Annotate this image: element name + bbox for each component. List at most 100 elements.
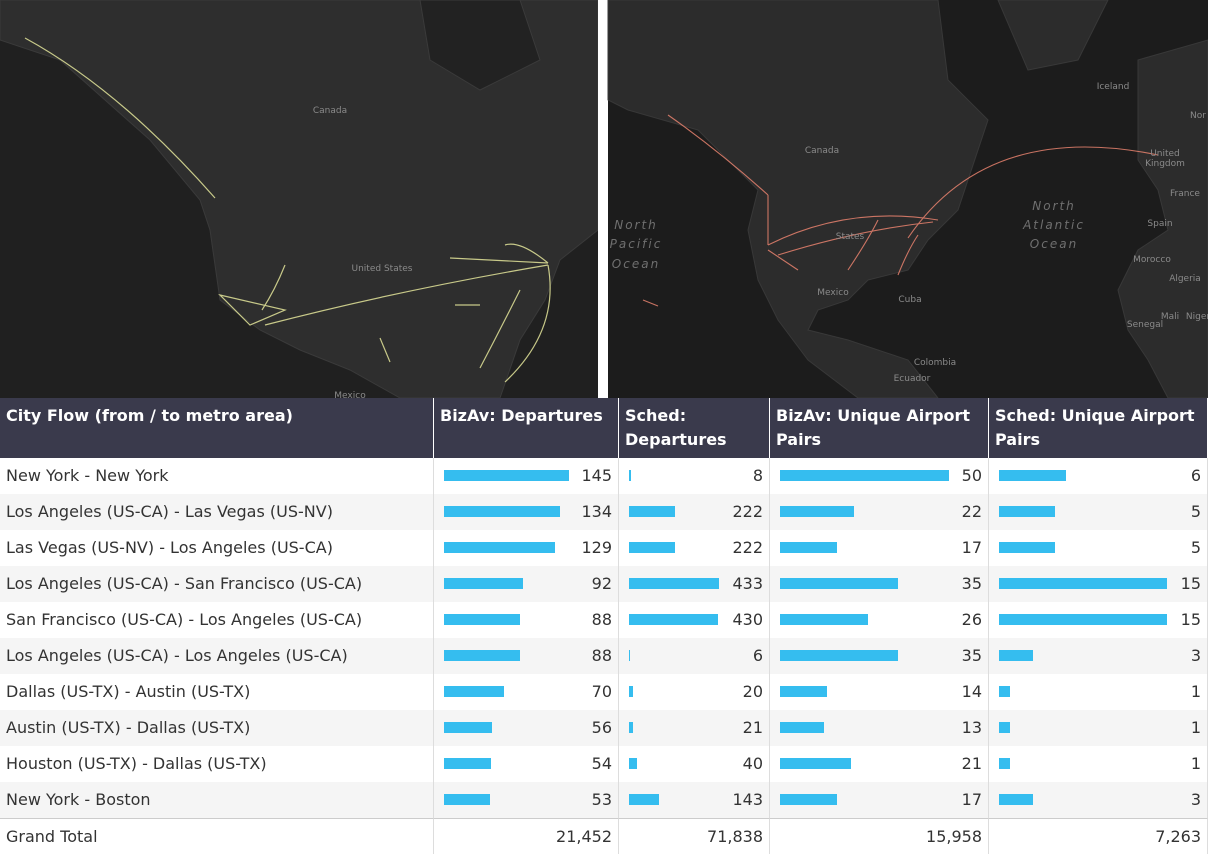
cell-value: 6	[619, 638, 770, 674]
cell-bar	[629, 686, 634, 697]
map-label: Ecuador	[894, 374, 931, 384]
cell-bar	[999, 686, 1011, 697]
map-label: States	[836, 232, 865, 242]
map-divider	[598, 0, 608, 398]
row-label: Las Vegas (US-NV) - Los Angeles (US-CA)	[0, 530, 434, 566]
map-label: United States	[352, 264, 413, 274]
row-label: New York - New York	[0, 458, 434, 494]
cell-bar	[629, 542, 676, 553]
map-label: Cuba	[898, 295, 921, 305]
cell-text: 6	[1190, 466, 1201, 485]
cell-text: 222	[732, 502, 763, 521]
cell-value: 6	[989, 458, 1208, 494]
cell-bar	[629, 650, 631, 661]
cell-bar	[629, 794, 659, 805]
cell-text: 56	[591, 718, 612, 737]
cell-text: 1	[1190, 682, 1201, 701]
row-label: Austin (US-TX) - Dallas (US-TX)	[0, 710, 434, 746]
cell-text: 88	[591, 610, 612, 629]
cell-text: 8	[752, 466, 763, 485]
cell-text: 129	[581, 538, 612, 557]
cell-value: 88	[434, 602, 619, 638]
cell-value: 35	[770, 638, 989, 674]
map-label: North	[1032, 199, 1076, 213]
cell-bar	[999, 794, 1033, 805]
cell-text: 88	[591, 646, 612, 665]
map-label: Mexico	[334, 391, 366, 398]
cell-value: 143	[619, 782, 770, 818]
cell-bar	[780, 614, 868, 625]
cell-value: 21	[619, 710, 770, 746]
cell-value: 1	[989, 674, 1208, 710]
map-label: Algeria	[1169, 274, 1201, 284]
map-label: Colombia	[914, 358, 956, 368]
total-value: 21,452	[434, 818, 619, 854]
cell-bar	[629, 578, 719, 589]
cell-text: Dallas (US-TX) - Austin (US-TX)	[6, 682, 251, 701]
cell-text: 35	[961, 646, 982, 665]
cell-value: 26	[770, 602, 989, 638]
column-header: City Flow (from / to metro area)	[0, 398, 434, 458]
cell-text: 17	[961, 790, 982, 809]
map-left-land	[0, 0, 599, 398]
cell-text: 15	[1180, 610, 1201, 629]
map-label: Mali	[1161, 312, 1179, 322]
cell-text: 1	[1190, 718, 1201, 737]
cell-bar	[629, 470, 631, 481]
map-label: Atlantic	[1022, 218, 1085, 232]
cell-bar	[444, 470, 569, 481]
cell-bar	[780, 578, 899, 589]
cell-text: Las Vegas (US-NV) - Los Angeles (US-CA)	[6, 538, 333, 557]
cell-bar	[780, 470, 949, 481]
cell-text: 35	[961, 574, 982, 593]
cell-bar	[444, 758, 491, 769]
row-label: New York - Boston	[0, 782, 434, 818]
cell-text: 222	[732, 538, 763, 557]
cell-value: 13	[770, 710, 989, 746]
map-label: Canada	[313, 106, 347, 116]
cell-text: 433	[732, 574, 763, 593]
cell-text: 40	[742, 754, 763, 773]
cell-bar	[780, 506, 855, 517]
cell-text: 54	[591, 754, 612, 773]
cell-text: 5	[1190, 502, 1201, 521]
cell-text: Los Angeles (US-CA) - Los Angeles (US-CA…	[6, 646, 348, 665]
cell-value: 433	[619, 566, 770, 602]
map-label: Iceland	[1097, 82, 1130, 92]
cell-bar	[629, 758, 638, 769]
cell-value: 134	[434, 494, 619, 530]
cell-text: 26	[961, 610, 982, 629]
row-label: Dallas (US-TX) - Austin (US-TX)	[0, 674, 434, 710]
row-label: Los Angeles (US-CA) - Los Angeles (US-CA…	[0, 638, 434, 674]
cell-text: 70	[591, 682, 612, 701]
map-label: Nor	[1190, 111, 1206, 121]
cell-text: 92	[591, 574, 612, 593]
cell-text: 21	[742, 718, 763, 737]
total-value: 7,263	[989, 818, 1208, 854]
cell-bar	[444, 722, 493, 733]
cell-bar	[444, 794, 490, 805]
cell-bar	[999, 758, 1011, 769]
cell-text: 14	[961, 682, 982, 701]
cell-value: 5	[989, 494, 1208, 530]
cell-value: 15	[989, 566, 1208, 602]
cell-bar	[780, 542, 838, 553]
column-header: BizAv: Departures	[434, 398, 619, 458]
row-label: Los Angeles (US-CA) - Las Vegas (US-NV)	[0, 494, 434, 530]
cell-text: 17	[961, 538, 982, 557]
map-label: Kingdom	[1145, 159, 1185, 169]
total-label: Grand Total	[0, 818, 434, 854]
cell-text: 21	[961, 754, 982, 773]
cell-value: 3	[989, 782, 1208, 818]
column-header: Sched: Departures	[619, 398, 770, 458]
cell-value: 8	[619, 458, 770, 494]
map-label: United	[1150, 149, 1180, 159]
cell-bar	[999, 650, 1033, 661]
cell-bar	[444, 542, 556, 553]
cell-value: 22	[770, 494, 989, 530]
cell-bar	[999, 506, 1055, 517]
cell-text: 3	[1190, 646, 1201, 665]
cell-bar	[999, 578, 1167, 589]
map-label: Ocean	[1030, 237, 1078, 251]
cell-value: 17	[770, 530, 989, 566]
